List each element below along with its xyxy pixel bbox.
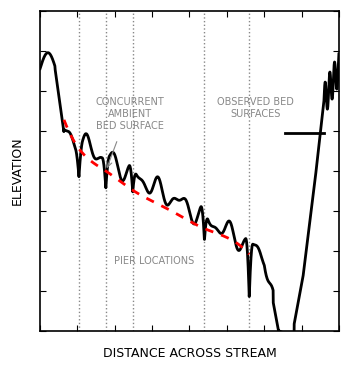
Y-axis label: ELEVATION: ELEVATION	[11, 137, 24, 205]
Text: CONCURRENT
AMBIENT
BED SURFACE: CONCURRENT AMBIENT BED SURFACE	[95, 98, 164, 131]
Text: OBSERVED BED
SURFACES: OBSERVED BED SURFACES	[217, 98, 294, 119]
Text: PIER LOCATIONS: PIER LOCATIONS	[113, 256, 194, 266]
X-axis label: DISTANCE ACROSS STREAM: DISTANCE ACROSS STREAM	[103, 347, 276, 360]
